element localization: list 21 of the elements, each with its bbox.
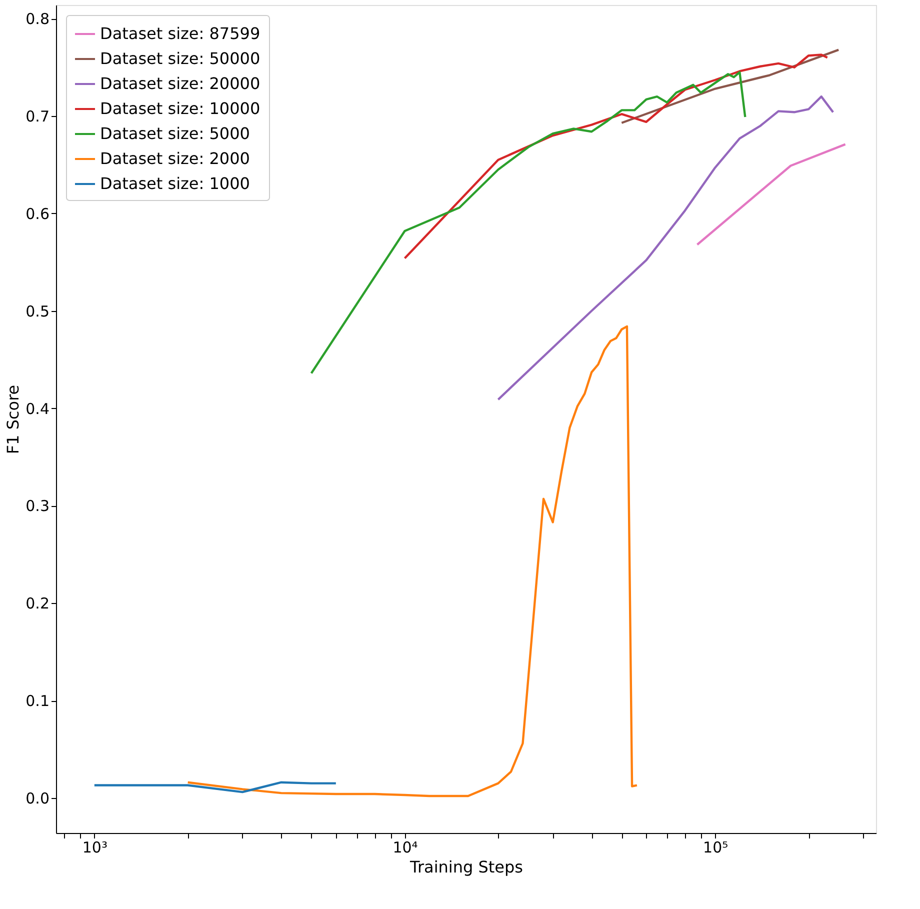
- x-tick-label: 10⁴: [392, 838, 418, 856]
- legend-label: Dataset size: 87599: [100, 24, 260, 43]
- x-tick-label: 10³: [82, 838, 108, 856]
- legend-label: Dataset size: 2000: [100, 149, 250, 168]
- y-axis-title: F1 Score: [4, 384, 23, 454]
- legend-label: Dataset size: 10000: [100, 99, 260, 118]
- y-tick-label: 0.7: [26, 108, 50, 126]
- y-tick-label: 0.0: [26, 789, 50, 808]
- y-tick-label: 0.3: [26, 497, 50, 516]
- x-axis-title: Training Steps: [409, 858, 523, 876]
- legend-label: Dataset size: 50000: [100, 49, 260, 68]
- legend-label: Dataset size: 1000: [100, 174, 250, 193]
- y-tick-label: 0.1: [26, 692, 50, 710]
- y-tick-label: 0.6: [26, 204, 50, 223]
- y-tick-label: 0.4: [26, 400, 50, 418]
- y-tick-label: 0.2: [26, 594, 50, 613]
- y-tick-label: 0.5: [26, 302, 50, 320]
- y-tick-label: 0.8: [26, 10, 50, 28]
- x-tick-label: 10⁵: [703, 838, 728, 856]
- legend-label: Dataset size: 5000: [100, 124, 250, 143]
- legend-label: Dataset size: 20000: [100, 74, 260, 93]
